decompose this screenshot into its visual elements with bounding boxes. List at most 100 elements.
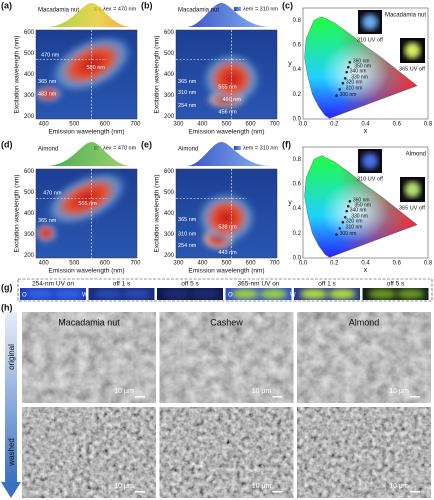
panel-label: (e) [141, 139, 152, 149]
sem-image [159, 407, 294, 498]
plot-frame [302, 146, 429, 259]
scale-bar [410, 491, 420, 493]
x-tick-label: 300 [173, 122, 184, 128]
peak-annotation: 310 nm [178, 90, 197, 96]
column-title: Almond [349, 317, 380, 327]
panel-label: (h) [1, 302, 13, 312]
inset-caption: 365 UV off [399, 66, 425, 72]
sem-image [297, 407, 431, 498]
y-tick-label: 600 [24, 30, 35, 36]
chromaticity-point [345, 70, 349, 74]
inset-caption: 310 UV off [357, 176, 383, 182]
sample-name: Macadamia nut [385, 13, 426, 19]
y-axis-label: Excitation wavelength (nm) [14, 35, 21, 113]
panel-label: (b) [141, 0, 153, 10]
strip-frame [17, 278, 433, 302]
scale-bar [410, 396, 420, 398]
y-tick-label: 300 [164, 232, 175, 238]
peak-annotation: 365 nm [38, 79, 57, 85]
emission-region [196, 191, 257, 245]
y-tick-label: 0.8 [293, 18, 302, 24]
peak-annotation: 470 nm [41, 52, 60, 58]
peak-annotation: 580 nm [87, 65, 106, 71]
sem-image [22, 407, 156, 498]
panel-label: (d) [1, 139, 13, 149]
x-tick-label: 0.0 [299, 261, 308, 267]
parameter: λem = 310 nm [243, 6, 278, 12]
stage-label: 365-nm UV on [238, 281, 280, 288]
peak-annotation: 538 nm [218, 224, 237, 230]
x-axis-label: Emission wavelength (nm) [188, 268, 264, 275]
inset-caption: 310 UV off [357, 37, 383, 43]
x-tick-label: 0.8 [424, 261, 433, 267]
column-title: Macadamia nut [58, 317, 120, 327]
x-tick-label: 0.0 [299, 122, 308, 128]
chromaticity-point [335, 94, 338, 97]
x-tick-label: 0.8 [424, 122, 433, 128]
panel-label: (g) [1, 282, 13, 292]
point-label: 310 nm [346, 86, 363, 92]
y-tick-label: 200 [24, 114, 35, 120]
point-label: 320 nm [346, 80, 363, 86]
x-tick-label: 500 [221, 261, 232, 267]
x-tick-label: 300 [173, 261, 184, 267]
spectrum [186, 3, 272, 27]
legend-swatch [94, 146, 101, 150]
peak-annotation: 470 nm [43, 190, 62, 196]
sample-marker: O [22, 293, 27, 299]
spectrum [186, 142, 272, 166]
x-tick-label: 600 [246, 261, 257, 267]
y-axis-label: Excitation wavelength (nm) [154, 35, 161, 113]
inset-glow [404, 181, 421, 198]
y-tick-label: 0.6 [293, 43, 302, 49]
sample-marker: W [290, 293, 296, 299]
row-label: original [7, 344, 16, 370]
x-tick-label: 600 [100, 261, 111, 267]
x-tick-label: 500 [69, 261, 80, 267]
sample-name: Almond [178, 147, 198, 153]
y-axis-label: y [288, 60, 292, 67]
spectrum [46, 3, 132, 27]
point-label: 300 nm [340, 231, 357, 237]
x-axis-label: Emission wavelength (nm) [48, 129, 124, 136]
panel-label: (f) [282, 139, 291, 149]
emission-region [33, 222, 59, 244]
point-label: 340 nm [350, 68, 367, 74]
sample-marker: W [82, 293, 88, 299]
peak-annotation: 254 nm [178, 103, 197, 109]
emission-region [32, 85, 64, 103]
sem-image [159, 312, 294, 403]
y-axis-label: Excitation wavelength (nm) [154, 174, 161, 252]
y-tick-label: 0.4 [293, 67, 302, 73]
legend-swatch [234, 146, 241, 150]
stage-label: off 1 s [318, 281, 336, 288]
x-tick-label: 0.4 [361, 261, 370, 267]
point-label: 360 nm [353, 198, 370, 204]
x-tick-label: 0.2 [330, 261, 339, 267]
y-tick-label: 0.4 [293, 206, 302, 212]
scale-bar-label: 10 μm [252, 388, 272, 395]
stage-glow [231, 289, 260, 299]
stage-label: off 5 s [181, 281, 199, 288]
emission-region [201, 52, 262, 106]
y-tick-label: 0.2 [293, 92, 302, 98]
scale-bar-label: 10 μm [114, 388, 134, 395]
cie-gamut-white [304, 16, 418, 119]
peak-annotation: 365 nm [178, 79, 197, 85]
x-tick-label: 700 [270, 261, 281, 267]
y-tick-label: 200 [24, 253, 35, 259]
legend-swatch [234, 7, 241, 11]
chromaticity-point [335, 233, 338, 236]
chromaticity-point [347, 204, 350, 208]
y-tick-label: 0.2 [293, 231, 302, 237]
x-tick-label: 0.6 [393, 261, 402, 267]
chromaticity-point [341, 220, 345, 224]
y-tick-label: 0.8 [293, 157, 302, 163]
parameter: λex = 470 nm [103, 6, 137, 12]
column-title: Cashew [210, 317, 243, 327]
inset-glow [362, 153, 378, 169]
x-tick-label: 700 [130, 122, 141, 128]
stage-glow [26, 289, 54, 299]
y-tick-label: 300 [24, 93, 35, 99]
